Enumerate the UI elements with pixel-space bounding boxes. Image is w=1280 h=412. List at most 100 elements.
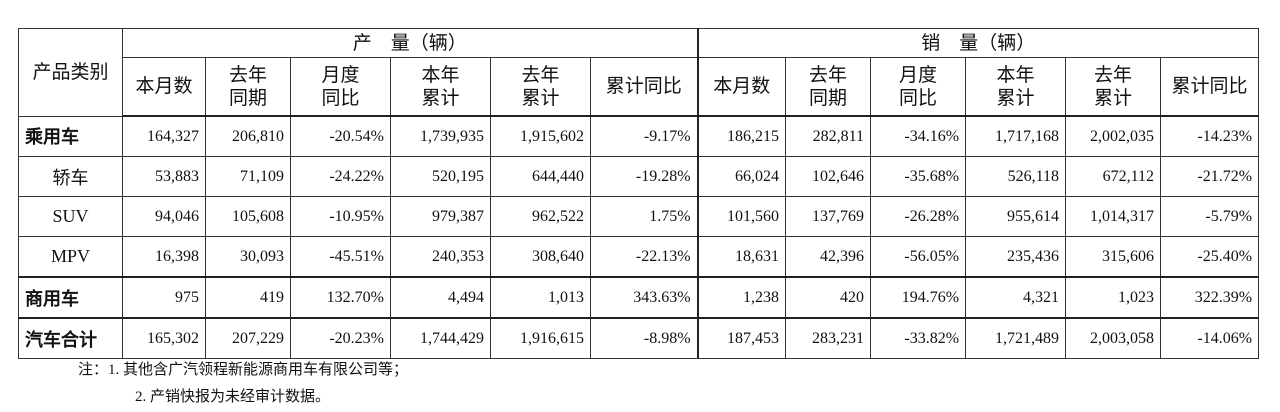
- cell: 102,646: [785, 156, 872, 197]
- header-row: 产品类别产 量（辆）销 量（辆）: [18, 28, 1260, 117]
- column-header-line: 同比: [321, 87, 360, 109]
- column-header-line: 去年: [1094, 64, 1133, 86]
- column-header-line: 累计同比: [605, 76, 682, 97]
- cell: 1,721,489: [965, 317, 1067, 359]
- cell: 66,024: [696, 156, 787, 197]
- cell: 1,238: [696, 276, 787, 319]
- column-header-line: 去年: [228, 64, 267, 86]
- column-header-line: 同比: [899, 87, 938, 109]
- row-label: SUV: [18, 196, 123, 237]
- cell: -25.40%: [1160, 236, 1260, 278]
- header-row: 本月数 去年 同期 月度 同比 本年 累计 去年 累计 累计同比 本月数 去年 同期 月度 同比 本年 累计 去年…: [19, 57, 1260, 117]
- cell: 644,440: [490, 156, 591, 197]
- cell: 105,608: [205, 196, 291, 237]
- row-label: 商用车: [18, 276, 123, 319]
- column-header: 本月数: [696, 57, 787, 117]
- table-body: 乘用车 164,327 206,810 -20.54% 1,739,935 1,915,6…: [18, 115, 1260, 359]
- column-header-line: 月度: [899, 64, 938, 86]
- note: 注：1. 其他含广汽领程新能源商用车有限公司等；: [78, 362, 409, 378]
- cell: -33.82%: [870, 317, 967, 359]
- group-header: 销 量（辆）: [696, 28, 1260, 58]
- cell: 187,453: [696, 317, 787, 359]
- cell: 235,436: [965, 236, 1067, 278]
- cell: 526,118: [965, 156, 1067, 197]
- cell: 283,231: [785, 317, 872, 359]
- column-header-line: 本年: [421, 64, 460, 86]
- cell: 165,302: [122, 317, 206, 359]
- note: 2. 产销快报为未经审计数据。: [135, 389, 331, 405]
- cell: 308,640: [490, 236, 591, 278]
- cell: 4,494: [390, 276, 491, 319]
- cell: 962,522: [490, 196, 591, 237]
- row-label: 乘用车: [18, 115, 123, 157]
- cell: 164,327: [122, 115, 206, 157]
- table-row: SUV 94,046 105,608 -10.95% 979,387 962,522 1.7…: [18, 196, 1260, 237]
- column-header-line: 本年: [996, 64, 1035, 86]
- cell: 1,023: [1065, 276, 1162, 319]
- cell: -5.79%: [1160, 196, 1260, 237]
- cell: 520,195: [390, 156, 491, 197]
- cell: 206,810: [205, 115, 291, 157]
- cell: -56.05%: [870, 236, 967, 278]
- cell: -10.95%: [290, 196, 391, 237]
- cell: -19.28%: [589, 156, 699, 197]
- cell: 30,093: [205, 236, 291, 278]
- table-row: MPV 16,398 30,093 -45.51% 240,353 308,640 -22.…: [18, 236, 1260, 278]
- table-row: 汽车合计 165,302 207,229 -20.23% 1,744,429 1,916,…: [18, 317, 1260, 359]
- table-container: 产品类别产 量（辆）销 量（辆） 本月数 去年 同期 月度 同比 本年 累计 去年 累计 累计同比本…: [18, 28, 1260, 359]
- cell: 1,916,615: [490, 317, 591, 359]
- table-row: 商用车 975 419 132.70% 4,494 1,013 343.63% 1,238 42…: [18, 276, 1260, 319]
- cell: 71,109: [205, 156, 291, 197]
- column-header: 去年 同期: [205, 57, 291, 117]
- column-header: 本年 累计: [390, 57, 491, 117]
- cell: 419: [205, 276, 291, 319]
- cell: 1,744,429: [390, 317, 491, 359]
- row-label: MPV: [18, 236, 123, 278]
- column-header: 去年 累计: [1065, 57, 1162, 117]
- group-header: 产 量（辆）: [121, 28, 699, 58]
- cell: 1.75%: [589, 196, 699, 237]
- column-header: 本年 累计: [965, 57, 1067, 117]
- cell: 672,112: [1065, 156, 1162, 197]
- cell: -20.54%: [290, 115, 391, 157]
- column-header-line: 月度: [321, 64, 360, 86]
- cell: -24.22%: [290, 156, 391, 197]
- cell: 1,717,168: [965, 115, 1067, 157]
- table-row: 轿车 53,883 71,109 -24.22% 520,195 644,440 -19.2…: [18, 156, 1260, 197]
- cell: -22.13%: [589, 236, 699, 278]
- cell: -35.68%: [870, 156, 967, 197]
- cell: 2,003,058: [1065, 317, 1162, 359]
- column-header: 累计同比: [589, 57, 699, 117]
- cell: 4,321: [965, 276, 1067, 319]
- cell: 42,396: [785, 236, 872, 278]
- column-header-line: 累计: [521, 87, 560, 109]
- column-header: 去年 同期: [785, 57, 872, 117]
- cell: -20.23%: [290, 317, 391, 359]
- cell: 186,215: [696, 115, 787, 157]
- cell: -34.16%: [870, 115, 967, 157]
- column-header-line: 去年: [521, 64, 560, 86]
- cell: 2,002,035: [1065, 115, 1162, 157]
- cell: -45.51%: [290, 236, 391, 278]
- cell: -14.23%: [1160, 115, 1260, 157]
- data-table: 产品类别产 量（辆）销 量（辆） 本月数 去年 同期 月度 同比 本年 累计 去年 累计 累计同比本…: [18, 28, 1260, 359]
- column-header-line: 本月数: [135, 76, 193, 97]
- column-header-line: 累计: [996, 87, 1035, 109]
- cell: 315,606: [1065, 236, 1162, 278]
- cell: 979,387: [390, 196, 491, 237]
- cell: 137,769: [785, 196, 872, 237]
- cell: -21.72%: [1160, 156, 1260, 197]
- cell: 322.39%: [1160, 276, 1260, 319]
- cell: 975: [122, 276, 206, 319]
- table-row: 乘用车 164,327 206,810 -20.54% 1,739,935 1,915,6…: [18, 115, 1260, 157]
- column-header-line: 累计同比: [1171, 76, 1248, 97]
- cell: 16,398: [122, 236, 206, 278]
- column-header: 月度 同比: [290, 57, 391, 117]
- column-header: 月度 同比: [870, 57, 967, 117]
- cell: 282,811: [785, 115, 872, 157]
- cell: 1,014,317: [1065, 196, 1162, 237]
- row-header: 产品类别: [18, 28, 123, 117]
- cell: 194.76%: [870, 276, 967, 319]
- cell: 1,013: [490, 276, 591, 319]
